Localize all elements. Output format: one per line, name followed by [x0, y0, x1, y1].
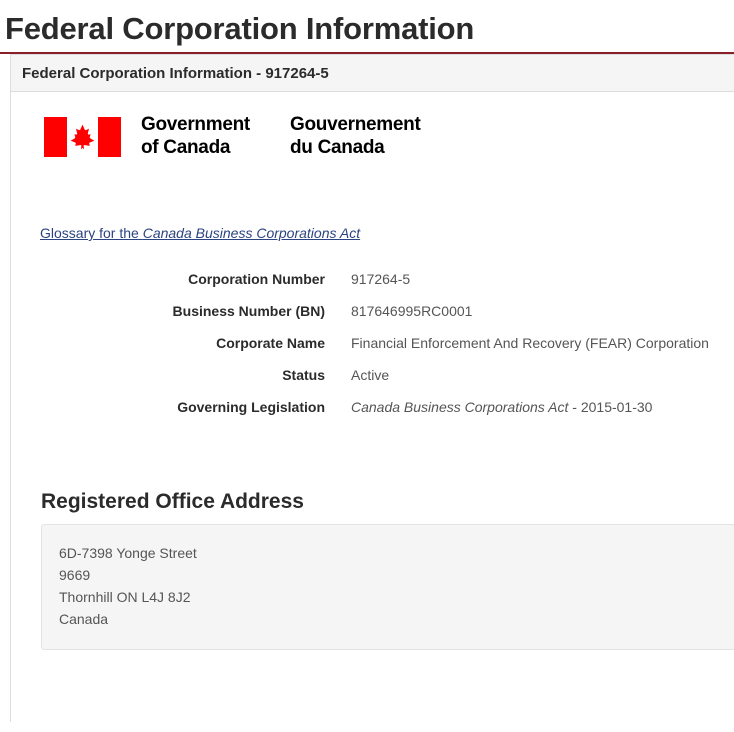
panel-heading: Federal Corporation Information - 917264… [11, 55, 734, 92]
legislation-date: - 2015-01-30 [568, 399, 653, 415]
corporation-details-list: Corporation Number 917264-5 Business Num… [11, 269, 734, 417]
wordmark-text-en: Government of Canada [141, 114, 250, 158]
detail-value: Financial Enforcement And Recovery (FEAR… [351, 335, 709, 351]
address-line: 6D-7398 Yonge Street [59, 545, 197, 561]
page-title: Federal Corporation Information [5, 11, 475, 46]
detail-row-corporate-name: Corporate Name Financial Enforcement And… [11, 333, 734, 353]
corporation-info-panel: Federal Corporation Information - 917264… [10, 54, 734, 722]
glossary-link-act: Canada Business Corporations Act [142, 225, 361, 241]
wordmark-text-fr: Gouvernement du Canada [290, 114, 421, 158]
panel-body: Government of Canada Gouvernement du Can… [11, 113, 734, 650]
status-badge: Active [351, 367, 390, 383]
detail-label: Corporate Name [216, 335, 325, 351]
detail-label: Corporation Number [188, 271, 325, 287]
detail-row-corporation-number: Corporation Number 917264-5 [11, 269, 734, 289]
detail-label: Governing Legislation [177, 399, 325, 415]
government-of-canada-wordmark: Government of Canada Gouvernement du Can… [34, 113, 454, 169]
address-line: Thornhill ON L4J 8J2 [59, 589, 191, 605]
address-line: 9669 [59, 567, 91, 583]
legislation-act-name: Canada Business Corporations Act [351, 399, 569, 415]
glossary-link-prefix: Glossary for the [40, 225, 143, 241]
detail-row-business-number: Business Number (BN) 817646995RC0001 [11, 301, 734, 321]
canada-flag-icon [44, 117, 121, 157]
registered-office-heading: Registered Office Address [41, 490, 304, 513]
detail-row-status: Status Active [11, 365, 734, 385]
detail-value: 817646995RC0001 [351, 303, 473, 319]
detail-row-governing-legislation: Governing Legislation Canada Business Co… [11, 397, 734, 417]
registered-office-address-box: 6D-7398 Yonge Street 9669 Thornhill ON L… [41, 524, 734, 650]
title-divider [0, 52, 734, 54]
address-line: Canada [59, 611, 109, 627]
detail-label: Status [282, 367, 325, 383]
detail-value: Canada Business Corporations Act - 2015-… [351, 397, 652, 417]
glossary-link[interactable]: Glossary for the Canada Business Corpora… [40, 225, 360, 241]
detail-label: Business Number (BN) [172, 303, 325, 319]
detail-value: 917264-5 [351, 271, 411, 287]
